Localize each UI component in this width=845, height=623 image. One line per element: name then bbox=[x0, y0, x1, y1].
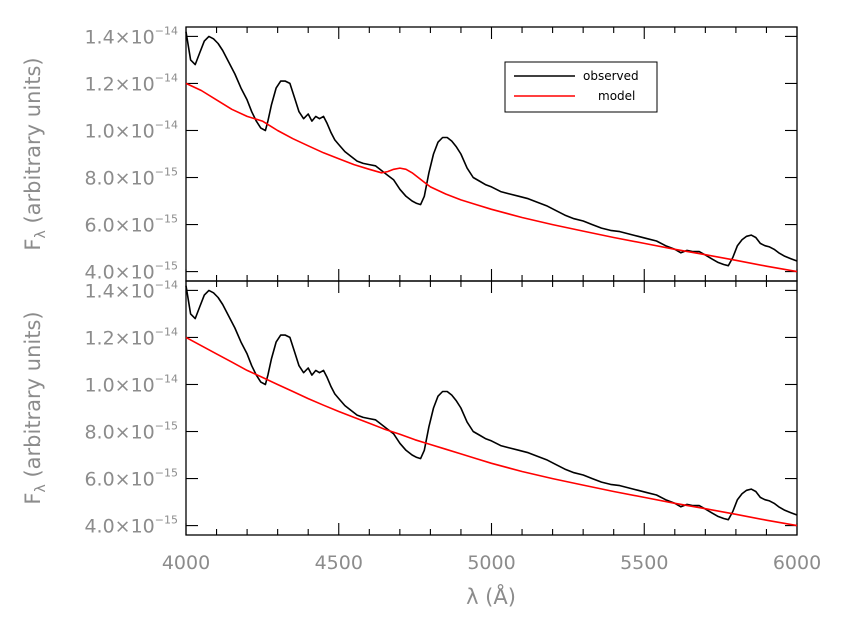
legend-label-model: model bbox=[598, 89, 635, 103]
xtick-label-5000: 5000 bbox=[467, 552, 515, 574]
bottom-x-tick-labels: 4000 4500 5000 5500 6000 bbox=[162, 552, 821, 574]
bottom-ytick-mantissa: 4.0×10 bbox=[84, 516, 154, 538]
top-ylabel-rest: (arbitrary units) bbox=[21, 57, 45, 230]
bottom-panel: 4.0×10−156.0×10−158.0×10−151.0×10−141.2×… bbox=[21, 278, 821, 609]
top-ytick-exponent: −15 bbox=[155, 213, 178, 226]
top-y-tick-labels: 4.0×10−156.0×10−158.0×10−151.0×10−141.2×… bbox=[84, 24, 178, 283]
top-ytick-exponent: −15 bbox=[155, 260, 178, 273]
bottom-ylabel-lambda: λ bbox=[33, 484, 49, 492]
top-ytick-mantissa: 1.0×10 bbox=[84, 120, 154, 142]
top-axis-ticks bbox=[185, 27, 798, 281]
top-series-observed bbox=[185, 31, 798, 267]
bottom-ytick-mantissa: 1.2×10 bbox=[84, 327, 154, 349]
top-ytick-mantissa: 4.0×10 bbox=[84, 262, 154, 284]
bottom-ytick-exponent: −15 bbox=[155, 467, 178, 480]
bottom-plot-frame bbox=[185, 280, 798, 536]
top-ytick-label: 1.2×10−14 bbox=[84, 71, 178, 95]
xtick-label-6000: 6000 bbox=[773, 552, 821, 574]
top-series bbox=[185, 31, 798, 273]
top-series-model bbox=[185, 82, 798, 273]
bottom-y-axis-title: Fλ (arbitrary units) bbox=[21, 311, 49, 504]
top-plot-frame bbox=[185, 26, 798, 282]
top-ytick-mantissa: 1.2×10 bbox=[84, 73, 154, 95]
top-ytick-label: 1.4×10−14 bbox=[84, 24, 178, 48]
top-ytick-mantissa: 1.4×10 bbox=[84, 26, 154, 48]
top-ytick-label: 1.0×10−14 bbox=[84, 118, 178, 142]
top-panel: 4.0×10−156.0×10−158.0×10−151.0×10−141.2×… bbox=[21, 24, 798, 284]
bottom-ytick-label: 4.0×10−15 bbox=[84, 514, 178, 538]
bottom-ytick-exponent: −14 bbox=[155, 278, 178, 291]
x-axis-title: λ (Å) bbox=[466, 583, 516, 609]
top-ytick-label: 8.0×10−15 bbox=[84, 166, 178, 190]
top-ytick-label: 6.0×10−15 bbox=[84, 213, 178, 237]
bottom-ytick-exponent: −15 bbox=[155, 420, 178, 433]
top-ytick-label: 4.0×10−15 bbox=[84, 260, 178, 284]
legend-box bbox=[504, 61, 658, 113]
top-ytick-exponent: −14 bbox=[155, 118, 178, 131]
bottom-ytick-label: 1.0×10−14 bbox=[84, 372, 178, 396]
bottom-ytick-mantissa: 6.0×10 bbox=[84, 469, 154, 491]
legend-label-observed: observed bbox=[583, 69, 639, 83]
top-ytick-mantissa: 6.0×10 bbox=[84, 215, 154, 237]
bottom-axis-ticks bbox=[185, 281, 798, 535]
bottom-ytick-exponent: −14 bbox=[155, 325, 178, 338]
top-ytick-mantissa: 8.0×10 bbox=[84, 168, 154, 190]
top-ylabel-lambda: λ bbox=[33, 230, 49, 238]
bottom-series bbox=[185, 285, 798, 527]
top-y-axis-title: Fλ (arbitrary units) bbox=[21, 57, 49, 250]
top-ytick-exponent: −15 bbox=[155, 166, 178, 179]
top-ytick-exponent: −14 bbox=[155, 71, 178, 84]
bottom-ytick-mantissa: 8.0×10 bbox=[84, 422, 154, 444]
bottom-series-model bbox=[185, 336, 798, 527]
bottom-ytick-mantissa: 1.0×10 bbox=[84, 374, 154, 396]
bottom-ytick-mantissa: 1.4×10 bbox=[84, 280, 154, 302]
legend: observed model bbox=[504, 61, 658, 113]
bottom-ytick-label: 1.2×10−14 bbox=[84, 325, 178, 349]
bottom-ytick-exponent: −15 bbox=[155, 514, 178, 527]
bottom-ytick-label: 6.0×10−15 bbox=[84, 467, 178, 491]
bottom-ytick-label: 8.0×10−15 bbox=[84, 420, 178, 444]
bottom-ytick-exponent: −14 bbox=[155, 372, 178, 385]
bottom-ytick-label: 1.4×10−14 bbox=[84, 278, 178, 302]
xtick-label-5500: 5500 bbox=[620, 552, 668, 574]
xtick-label-4000: 4000 bbox=[162, 552, 210, 574]
top-ytick-exponent: −14 bbox=[155, 24, 178, 37]
bottom-series-observed bbox=[185, 285, 798, 521]
bottom-ylabel-f: F bbox=[21, 493, 45, 505]
xtick-label-4500: 4500 bbox=[315, 552, 363, 574]
bottom-y-tick-labels: 4.0×10−156.0×10−158.0×10−151.0×10−141.2×… bbox=[84, 278, 178, 537]
bottom-ylabel-rest: (arbitrary units) bbox=[21, 311, 45, 484]
top-ylabel-f: F bbox=[21, 239, 45, 251]
